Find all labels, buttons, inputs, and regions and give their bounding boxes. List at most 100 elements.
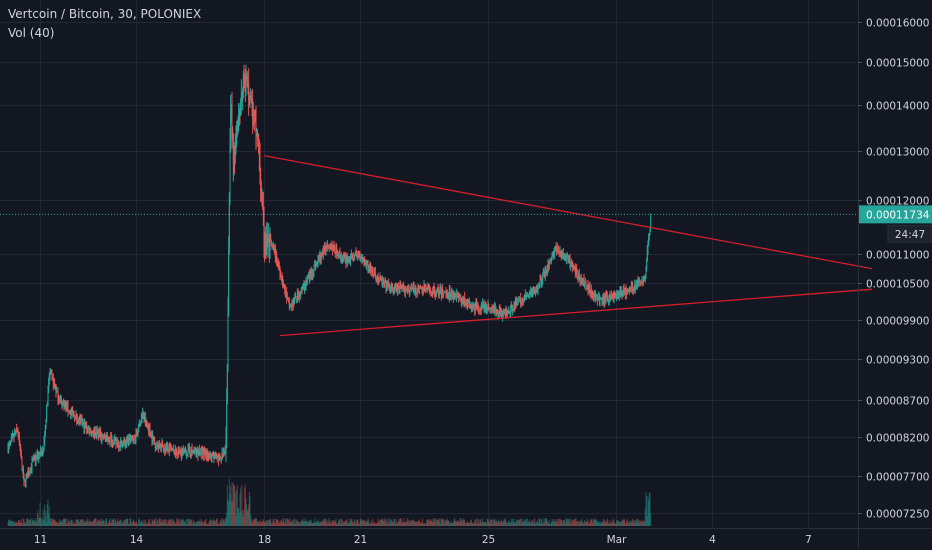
- candle-body: [329, 245, 331, 248]
- volume-bar: [360, 518, 362, 526]
- volume-bar: [100, 518, 102, 526]
- volume-bar: [290, 520, 292, 526]
- volume-bar: [28, 520, 30, 526]
- volume-bar: [31, 518, 33, 526]
- volume-bar: [75, 519, 77, 526]
- candle-body: [341, 258, 343, 262]
- volume-bar: [468, 522, 470, 526]
- candle-body: [143, 417, 145, 419]
- candle-body: [606, 296, 608, 300]
- volume-bar: [430, 521, 432, 526]
- volume-indicator-label[interactable]: Vol (40): [8, 26, 55, 40]
- candle-body: [531, 289, 533, 296]
- candle-body: [175, 448, 177, 453]
- volume-bar: [204, 520, 206, 526]
- price-axis[interactable]: 0.000160000.000150000.000140000.00013000…: [858, 0, 929, 550]
- candle-body: [194, 449, 196, 451]
- volume-bar: [194, 523, 196, 526]
- candle-body: [185, 451, 187, 456]
- candle-body: [620, 290, 622, 296]
- candle-body: [38, 453, 40, 459]
- candle-body: [311, 270, 313, 275]
- volume-bar: [502, 522, 504, 526]
- volume-bar: [415, 522, 417, 526]
- volume-bar: [576, 521, 578, 526]
- candle-body: [272, 244, 274, 248]
- candle-body: [622, 295, 624, 297]
- volume-bar: [87, 520, 89, 526]
- volume-bar: [267, 520, 269, 526]
- candle-body: [336, 248, 338, 256]
- volume-bar: [101, 520, 103, 526]
- candle-body: [100, 437, 102, 439]
- candle-body: [303, 285, 305, 289]
- volume-bar: [197, 521, 199, 526]
- candle-body: [124, 440, 126, 444]
- candle-body: [496, 311, 498, 314]
- candle-body: [590, 290, 592, 295]
- candle-body: [246, 75, 248, 87]
- candle-body: [407, 288, 409, 292]
- volume-bar: [447, 520, 449, 526]
- volume-bar: [546, 518, 548, 526]
- trendlines[interactable]: [263, 154, 873, 337]
- volume-bar: [334, 522, 336, 526]
- candle-body: [374, 272, 376, 278]
- time-axis[interactable]: 11 14 18 21 25 Mar 4 7: [0, 528, 932, 547]
- candle-body: [124, 442, 126, 444]
- candle-body: [428, 287, 430, 289]
- volume-bar: [508, 520, 510, 526]
- candle-body: [177, 448, 179, 455]
- candle-body: [284, 289, 286, 293]
- symbol-title[interactable]: Vertcoin / Bitcoin, 30, POLONIEX: [8, 7, 202, 21]
- volume-bar: [18, 519, 20, 526]
- candle-body: [44, 435, 46, 441]
- volume-bar: [313, 523, 315, 526]
- volume-bar: [590, 520, 592, 526]
- candle-body: [298, 294, 300, 298]
- volume-bar: [133, 520, 135, 526]
- volume-bar: [161, 522, 163, 526]
- candle-body: [415, 288, 417, 293]
- candle-body: [158, 445, 160, 449]
- candle-body: [360, 256, 362, 258]
- candle-body: [512, 310, 514, 311]
- candle-body: [254, 114, 256, 117]
- volume-bar: [339, 519, 341, 526]
- candle-body: [640, 281, 642, 285]
- volume-bar: [41, 523, 43, 526]
- volume-bar: [309, 519, 311, 526]
- volume-bar: [617, 520, 619, 526]
- volume-bar: [149, 521, 151, 526]
- candle-body: [174, 448, 176, 455]
- candle-body: [418, 285, 420, 292]
- candle-body: [638, 280, 640, 283]
- volume-bar: [389, 522, 391, 526]
- volume-bar: [213, 519, 215, 526]
- candle-body: [62, 403, 64, 407]
- volume-bar: [100, 521, 102, 526]
- volume-bar: [444, 523, 446, 526]
- candle-body: [150, 434, 152, 438]
- candle-body: [266, 233, 268, 245]
- volume-bar: [44, 516, 46, 526]
- volume-bar: [175, 523, 177, 526]
- candle-body: [527, 294, 529, 297]
- volume-bar: [471, 522, 473, 526]
- volume-bar: [180, 521, 182, 526]
- candle-body: [224, 450, 226, 452]
- volume-bar: [172, 519, 174, 526]
- candle-body: [23, 478, 25, 481]
- candle-body: [16, 429, 18, 431]
- volume-bar: [622, 520, 624, 526]
- volume-bar: [342, 523, 344, 526]
- volume-bar: [293, 523, 295, 526]
- volume-bar: [326, 523, 328, 526]
- candle-body: [406, 288, 408, 292]
- candle-body: [206, 455, 208, 457]
- volume-bar: [390, 519, 392, 526]
- candle-body: [268, 236, 270, 239]
- candle-body: [273, 246, 275, 249]
- candle-body: [614, 295, 616, 297]
